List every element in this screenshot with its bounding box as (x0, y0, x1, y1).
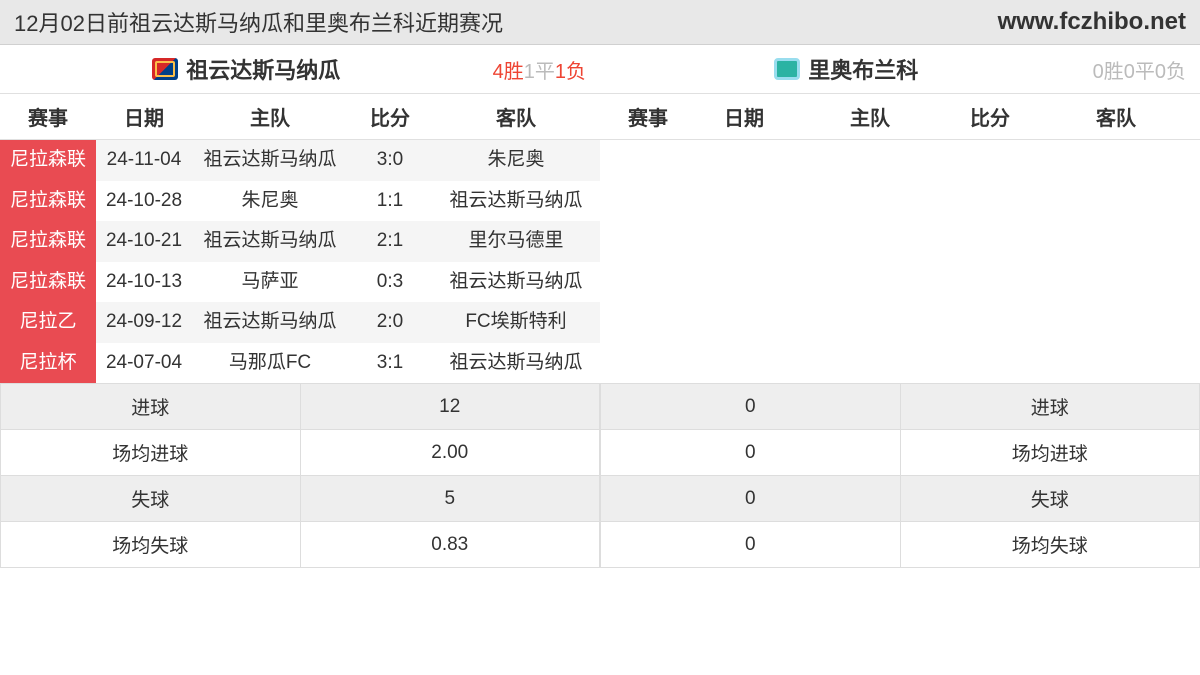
cell-comp: 尼拉杯 (0, 343, 96, 384)
team-right-header: 里奥布兰科 0胜0平0负 (600, 45, 1200, 94)
stats-value: 12 (300, 384, 600, 430)
team-left-name: 祖云达斯马纳瓜 (186, 53, 340, 85)
cell-away: 祖云达斯马纳瓜 (432, 181, 600, 222)
record-lose: 0负 (1155, 61, 1186, 83)
table-row: 尼拉森联24-11-04祖云达斯马纳瓜3:0朱尼奥 (0, 140, 600, 181)
stats-value: 5 (300, 476, 600, 522)
match-columns: 赛事 日期 主队 比分 客队 尼拉森联24-11-04祖云达斯马纳瓜3:0朱尼奥… (0, 94, 1200, 383)
col-away: 客队 (1032, 94, 1200, 140)
cell-comp: 尼拉森联 (0, 140, 96, 181)
team-left-record: 4胜1平1负 (493, 55, 586, 84)
cell-comp: 尼拉乙 (0, 302, 96, 343)
team-right-logo-icon (774, 58, 800, 80)
stats-label: 进球 (900, 384, 1200, 430)
table-row: 尼拉杯24-07-04马那瓜FC3:1祖云达斯马纳瓜 (0, 343, 600, 384)
stats-label: 场均进球 (1, 430, 301, 476)
site-url: www.fczhibo.net (998, 8, 1186, 36)
col-home: 主队 (792, 94, 948, 140)
stats-area: 进球12场均进球2.00失球5场均失球0.83 0进球0场均进球0失球0场均失球 (0, 383, 1200, 568)
stats-row: 0场均失球 (601, 522, 1200, 568)
stats-label: 场均失球 (900, 522, 1200, 568)
team-right-name: 里奥布兰科 (808, 53, 918, 85)
col-comp: 赛事 (600, 94, 696, 140)
col-comp: 赛事 (0, 94, 96, 140)
cell-home: 祖云达斯马纳瓜 (192, 302, 348, 343)
teams-row: 祖云达斯马纳瓜 4胜1平1负 里奥布兰科 0胜0平0负 (0, 45, 1200, 94)
stats-row: 0场均进球 (601, 430, 1200, 476)
cell-score: 3:1 (348, 343, 432, 384)
right-matches: 赛事 日期 主队 比分 客队 (600, 94, 1200, 383)
record-win: 0胜 (1093, 61, 1124, 83)
stats-value: 2.00 (300, 430, 600, 476)
team-left-header: 祖云达斯马纳瓜 4胜1平1负 (0, 45, 600, 94)
cell-score: 1:1 (348, 181, 432, 222)
cell-away: 祖云达斯马纳瓜 (432, 343, 600, 384)
cell-home: 马萨亚 (192, 262, 348, 303)
record-win: 4胜 (493, 61, 524, 83)
cell-comp: 尼拉森联 (0, 221, 96, 262)
stats-row: 失球5 (1, 476, 600, 522)
stats-label: 失球 (1, 476, 301, 522)
left-matches: 赛事 日期 主队 比分 客队 尼拉森联24-11-04祖云达斯马纳瓜3:0朱尼奥… (0, 94, 600, 383)
cell-comp: 尼拉森联 (0, 262, 96, 303)
cell-date: 24-10-28 (96, 181, 192, 222)
stats-label: 场均失球 (1, 522, 301, 568)
stats-value: 0 (601, 384, 901, 430)
right-match-table: 赛事 日期 主队 比分 客队 (600, 94, 1200, 140)
table-row: 尼拉乙24-09-12祖云达斯马纳瓜2:0FC埃斯特利 (0, 302, 600, 343)
cell-score: 2:1 (348, 221, 432, 262)
col-home: 主队 (192, 94, 348, 140)
table-header-row: 赛事 日期 主队 比分 客队 (600, 94, 1200, 140)
col-score: 比分 (348, 94, 432, 140)
cell-away: 朱尼奥 (432, 140, 600, 181)
stats-value: 0 (601, 476, 901, 522)
col-date: 日期 (96, 94, 192, 140)
stats-label: 场均进球 (900, 430, 1200, 476)
table-row: 尼拉森联24-10-13马萨亚0:3祖云达斯马纳瓜 (0, 262, 600, 303)
record-draw: 1平 (524, 61, 555, 83)
left-stats-table: 进球12场均进球2.00失球5场均失球0.83 (0, 383, 600, 568)
stats-value: 0 (601, 522, 901, 568)
stats-label: 失球 (900, 476, 1200, 522)
page-header: 12月02日前祖云达斯马纳瓜和里奥布兰科近期赛况 www.fczhibo.net (0, 0, 1200, 45)
cell-score: 3:0 (348, 140, 432, 181)
record-lose: 1负 (555, 61, 586, 83)
record-draw: 0平 (1124, 61, 1155, 83)
table-row: 尼拉森联24-10-21祖云达斯马纳瓜2:1里尔马德里 (0, 221, 600, 262)
col-date: 日期 (696, 94, 792, 140)
col-away: 客队 (432, 94, 600, 140)
cell-home: 朱尼奥 (192, 181, 348, 222)
table-header-row: 赛事 日期 主队 比分 客队 (0, 94, 600, 140)
cell-date: 24-09-12 (96, 302, 192, 343)
cell-date: 24-07-04 (96, 343, 192, 384)
cell-date: 24-10-13 (96, 262, 192, 303)
table-row: 尼拉森联24-10-28朱尼奥1:1祖云达斯马纳瓜 (0, 181, 600, 222)
page-title: 12月02日前祖云达斯马纳瓜和里奥布兰科近期赛况 (14, 6, 503, 38)
cell-score: 2:0 (348, 302, 432, 343)
stats-value: 0.83 (300, 522, 600, 568)
right-stats-table: 0进球0场均进球0失球0场均失球 (600, 383, 1200, 568)
stats-row: 场均进球2.00 (1, 430, 600, 476)
stats-row: 0进球 (601, 384, 1200, 430)
cell-away: 里尔马德里 (432, 221, 600, 262)
cell-comp: 尼拉森联 (0, 181, 96, 222)
stats-label: 进球 (1, 384, 301, 430)
cell-date: 24-11-04 (96, 140, 192, 181)
stats-row: 0失球 (601, 476, 1200, 522)
stats-row: 场均失球0.83 (1, 522, 600, 568)
col-score: 比分 (948, 94, 1032, 140)
left-match-table: 赛事 日期 主队 比分 客队 尼拉森联24-11-04祖云达斯马纳瓜3:0朱尼奥… (0, 94, 600, 383)
team-left-logo-icon (152, 58, 178, 80)
stats-value: 0 (601, 430, 901, 476)
cell-home: 马那瓜FC (192, 343, 348, 384)
cell-score: 0:3 (348, 262, 432, 303)
cell-away: FC埃斯特利 (432, 302, 600, 343)
team-right-record: 0胜0平0负 (1093, 55, 1186, 84)
cell-home: 祖云达斯马纳瓜 (192, 221, 348, 262)
cell-date: 24-10-21 (96, 221, 192, 262)
cell-away: 祖云达斯马纳瓜 (432, 262, 600, 303)
stats-row: 进球12 (1, 384, 600, 430)
cell-home: 祖云达斯马纳瓜 (192, 140, 348, 181)
